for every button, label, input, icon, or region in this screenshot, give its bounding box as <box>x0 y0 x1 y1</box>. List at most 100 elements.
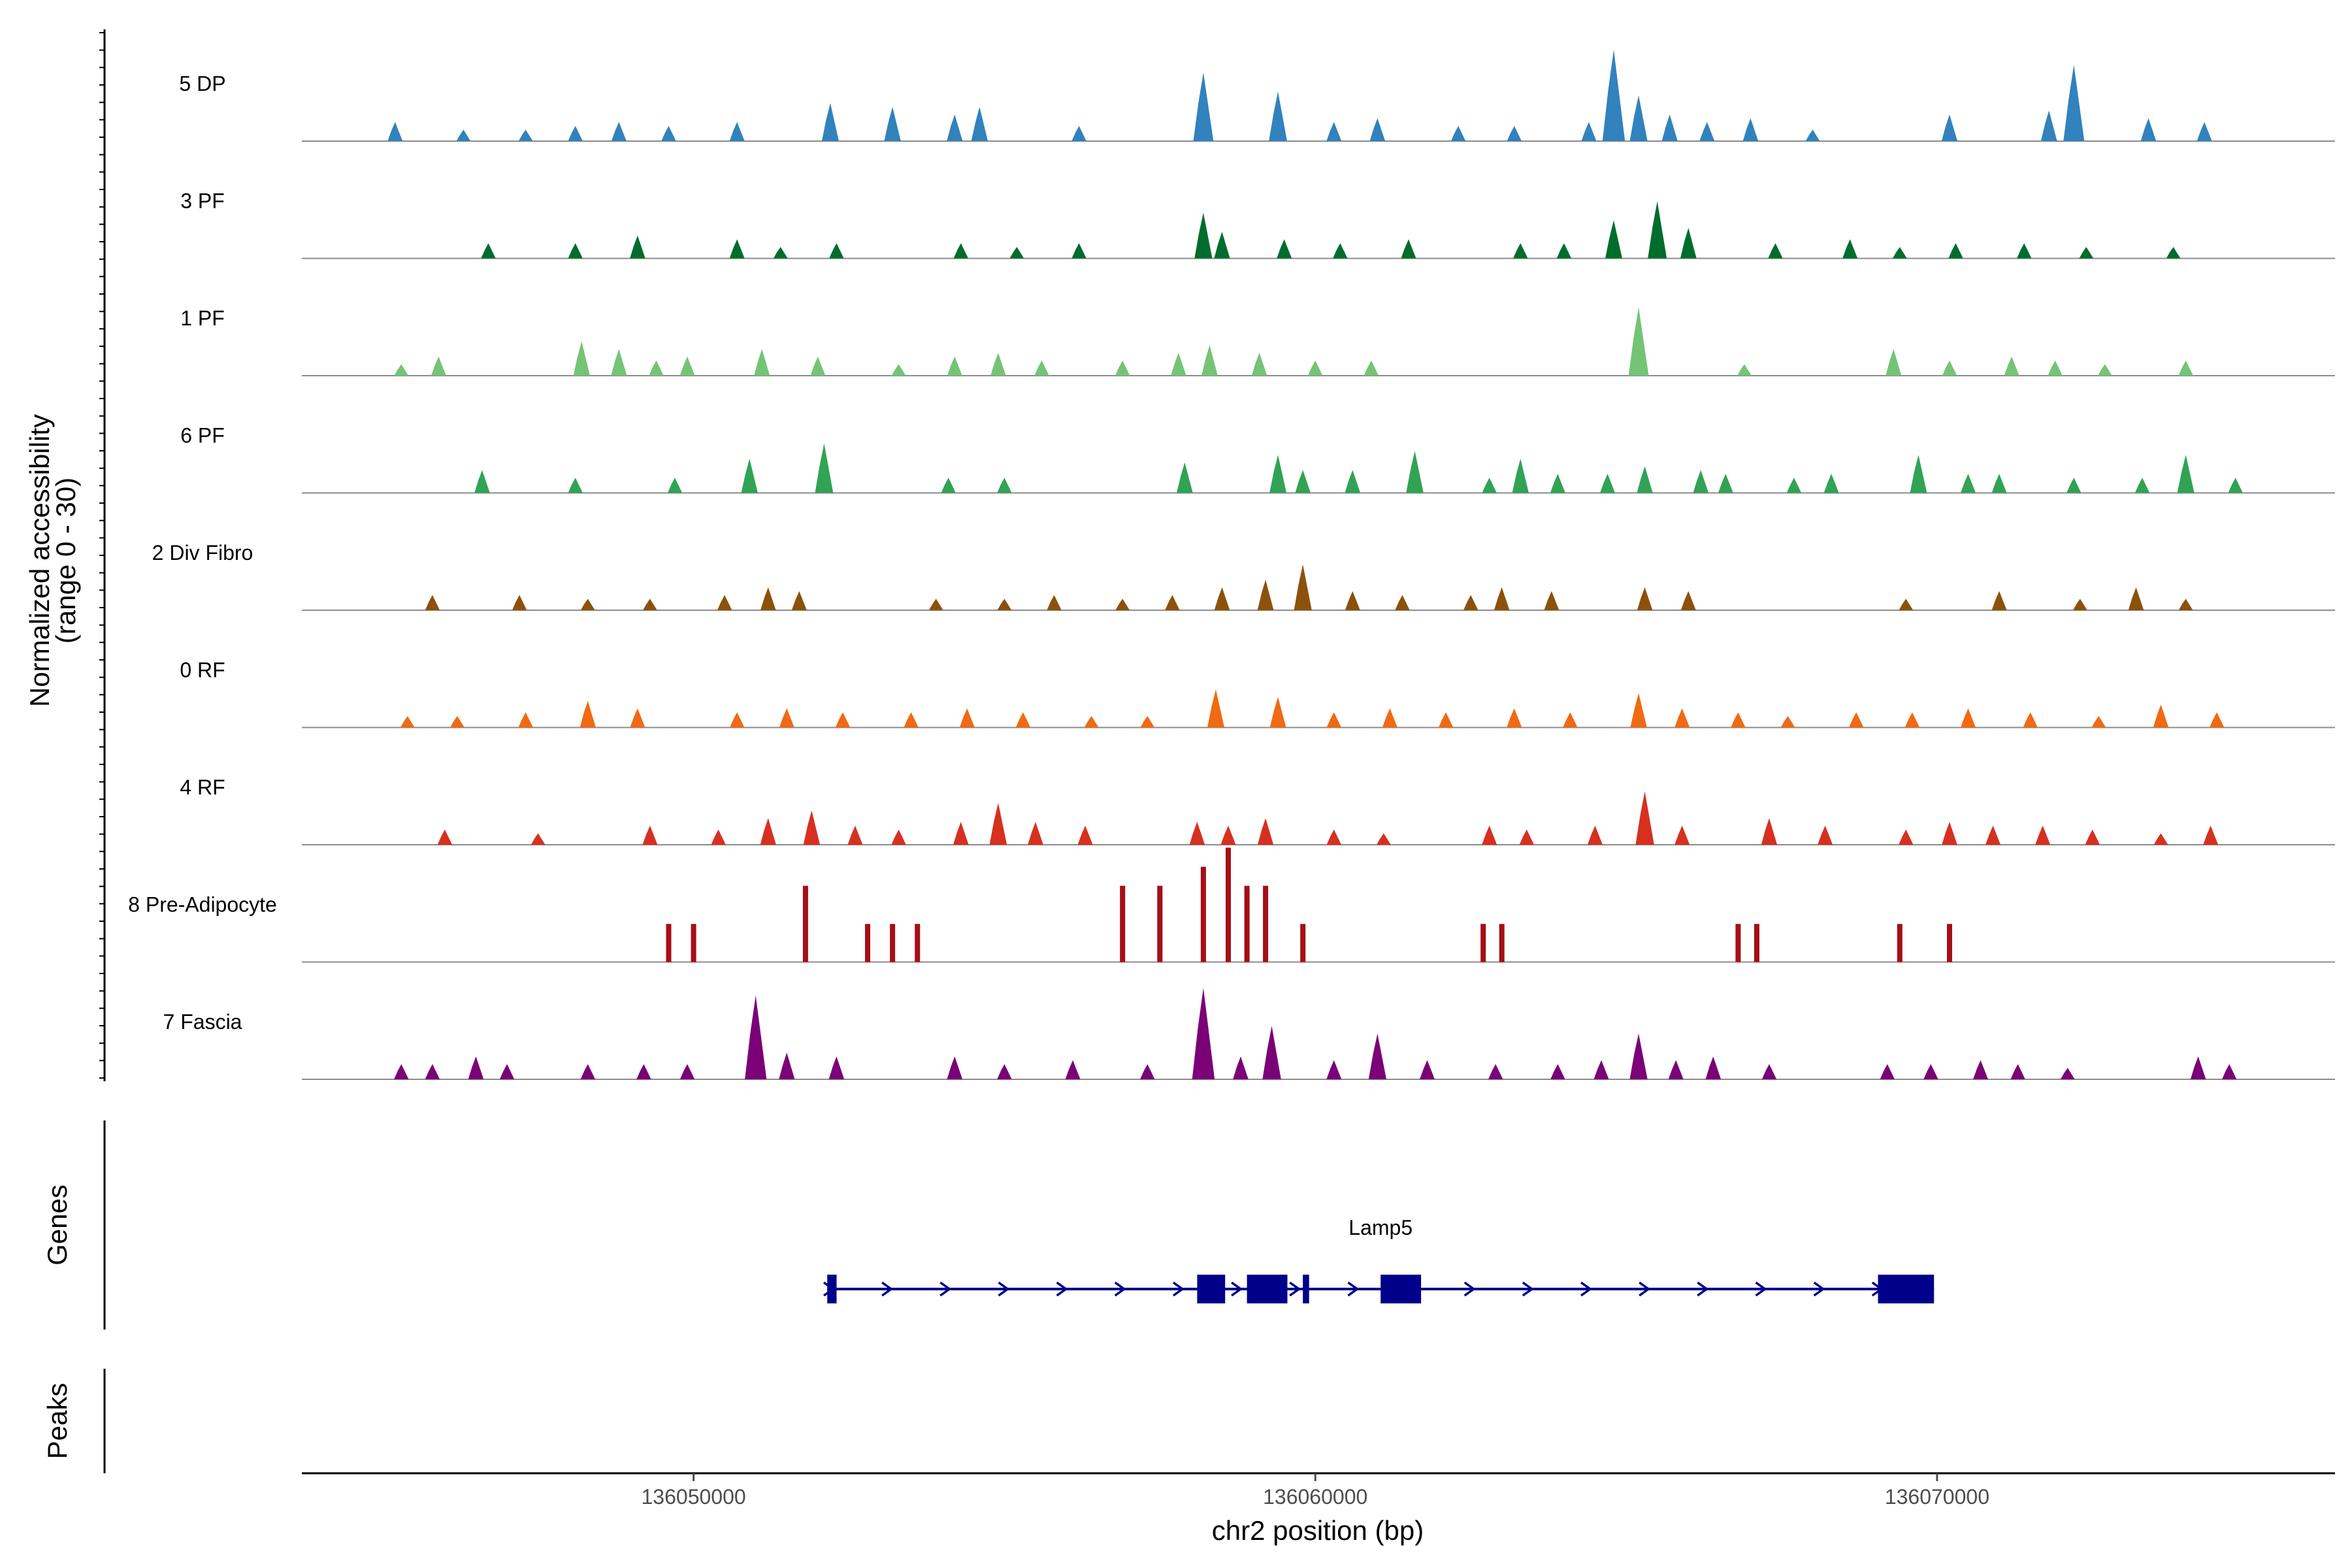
coverage-peak <box>2178 598 2193 610</box>
coverage-peak <box>2085 829 2100 845</box>
coverage-peak <box>1480 924 1486 962</box>
strand-arrow <box>881 1281 894 1297</box>
coverage-peak <box>1600 474 1615 493</box>
coverage-peak <box>1115 360 1130 376</box>
coverage-peak <box>1923 1064 1938 1079</box>
track-4-rf: 4 RF <box>180 776 2335 845</box>
coverage-peak <box>1406 451 1424 493</box>
coverage-peak <box>821 103 839 141</box>
coverage-peak <box>1251 353 1267 376</box>
coverage-peak <box>1034 360 1049 376</box>
coverage-peak <box>636 1064 651 1079</box>
coverage-peak <box>1482 478 1497 493</box>
coverage-peak <box>425 1064 440 1079</box>
coverage-peak <box>1368 1034 1386 1079</box>
coverage-peak <box>2023 712 2038 728</box>
coverage-peak <box>1214 587 1230 610</box>
coverage-peak <box>1382 708 1397 728</box>
strand-arrow <box>1755 1281 1767 1297</box>
coverage-peak <box>1754 924 1759 962</box>
coverage-peak <box>1377 833 1391 845</box>
coverage-peak <box>1192 988 1215 1079</box>
coverage-peak <box>1194 212 1213 259</box>
coverage-peak <box>1494 587 1510 610</box>
coverage-peak <box>1226 847 1231 962</box>
coverage-peak <box>1948 243 1963 259</box>
gene-exon <box>1878 1275 1935 1303</box>
coverage-peak <box>1015 712 1031 728</box>
coverage-peak <box>760 587 776 610</box>
coverage-peak <box>1705 1056 1722 1079</box>
coverage-peak <box>2197 122 2212 141</box>
coverage-peak <box>1450 125 1466 141</box>
coverage-peak <box>1300 924 1306 962</box>
coverage-peak <box>1200 866 1206 962</box>
coverage-peak <box>990 353 1006 376</box>
coverage-peak <box>573 341 590 376</box>
coverage-peak <box>1065 1060 1081 1079</box>
coverage-peak <box>2072 598 2087 610</box>
coverage-peak <box>2035 825 2051 845</box>
coverage-peak <box>1761 1064 1777 1079</box>
coverage-peak <box>2153 704 2169 728</box>
coverage-peak <box>1593 1060 1609 1079</box>
coverage-peak <box>1718 474 1733 493</box>
coverage-peak <box>1629 95 1648 141</box>
coverage-peak <box>1761 818 1778 845</box>
coverage-peak <box>891 364 906 376</box>
coverage-peak <box>2153 833 2168 845</box>
gene-label: Lamp5 <box>1348 1216 1413 1239</box>
coverage-peak <box>2063 65 2085 141</box>
coverage-peak <box>2177 455 2195 493</box>
coverage-peak <box>666 924 672 962</box>
coverage-peak <box>1140 716 1155 728</box>
coverage-peak <box>649 360 664 376</box>
y-axis-title: Normalized accessibility (range 0 - 30) <box>24 414 81 707</box>
coverage-peak <box>779 1053 795 1079</box>
track-7-fascia: 7 Fascia <box>163 988 2335 1080</box>
strand-arrow <box>998 1281 1010 1297</box>
coverage-peak <box>518 712 533 728</box>
coverage-peak <box>1165 595 1180 610</box>
coverage-peak <box>1463 595 1478 610</box>
strand-arrow <box>1522 1281 1534 1297</box>
coverage-peak <box>1947 924 1952 962</box>
coverage-peak <box>667 478 683 493</box>
coverage-peak <box>884 106 901 141</box>
coverage-peak <box>989 802 1007 845</box>
x-tick-label: 136060000 <box>1263 1485 1367 1509</box>
coverage-peak <box>1880 1064 1895 1079</box>
coverage-peak <box>953 822 969 845</box>
coverage-peak <box>531 833 546 845</box>
coverage-peak <box>2203 825 2219 845</box>
coverage-peak <box>1269 696 1286 728</box>
coverage-peak <box>481 243 496 259</box>
coverage-peak <box>2004 356 2019 376</box>
strand-arrow <box>1172 1281 1184 1297</box>
x-tick-label: 136070000 <box>1885 1485 1989 1509</box>
coverage-peak <box>1674 825 1690 845</box>
coverage-peak <box>2134 478 2150 493</box>
coverage-peak <box>711 829 726 845</box>
coverage-peak <box>1345 470 1361 493</box>
strand-arrow <box>1580 1281 1593 1297</box>
gene-exon <box>827 1275 837 1303</box>
coverage-peak <box>1009 247 1024 259</box>
coverage-peak <box>580 598 595 610</box>
gene-exon <box>1303 1275 1309 1303</box>
coverage-peak <box>394 364 409 376</box>
coverage-peak <box>947 114 963 141</box>
coverage-peak <box>1071 125 1086 141</box>
strand-arrow <box>1114 1281 1126 1297</box>
coverage-peak <box>1438 712 1454 728</box>
coverage-peak <box>1482 825 1497 845</box>
coverage-peak <box>643 598 657 610</box>
coverage-peak <box>518 129 533 141</box>
coverage-peak <box>729 122 745 141</box>
coverage-peak <box>1269 91 1287 141</box>
coverage-peak <box>1364 360 1379 376</box>
coverage-peak <box>953 243 968 259</box>
coverage-peak <box>1193 73 1214 141</box>
coverage-peak <box>691 924 696 962</box>
coverage-peak <box>1635 791 1654 845</box>
